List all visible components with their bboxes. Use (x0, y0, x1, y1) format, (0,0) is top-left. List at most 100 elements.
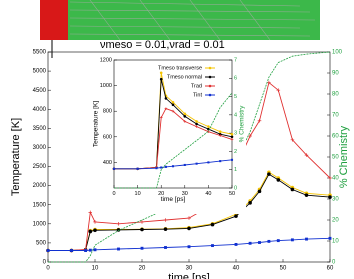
point (195, 125, 198, 128)
y-tick-label: 5000 (33, 69, 47, 75)
point (164, 107, 168, 110)
point (183, 120, 187, 123)
legend-marker (208, 75, 212, 79)
y-tick-label: 5500 (33, 50, 47, 56)
y2-tick-label: 100 (332, 50, 343, 56)
point (187, 216, 191, 220)
point (88, 248, 92, 252)
point (159, 116, 163, 119)
point (93, 248, 97, 252)
point (248, 134, 252, 138)
point (112, 167, 116, 170)
x-tick-label: 10 (135, 191, 141, 197)
series-line (48, 237, 331, 251)
point (230, 138, 234, 141)
point (70, 249, 73, 252)
point (210, 222, 215, 227)
point (267, 172, 271, 176)
point (230, 135, 234, 139)
point (207, 125, 210, 128)
point (207, 161, 210, 164)
point (116, 222, 121, 226)
point (195, 120, 198, 123)
y2-tick-label: 30 (332, 197, 339, 203)
x-tick-label: 20 (158, 191, 164, 197)
point (276, 88, 281, 92)
point (93, 228, 97, 233)
point (183, 112, 187, 116)
point (183, 163, 186, 166)
x-tick-label: 50 (280, 266, 287, 272)
point (328, 195, 332, 199)
snapshot-hot (40, 0, 68, 40)
point (234, 242, 238, 246)
y-axis-label: Temperature [K] (93, 101, 100, 147)
point (290, 138, 295, 142)
snapshot-lines (69, 0, 316, 41)
point (248, 241, 252, 245)
point (46, 249, 50, 252)
y2-tick-label: 20 (332, 218, 339, 224)
point (164, 97, 168, 100)
point (164, 165, 167, 168)
y-tick-label: 400 (103, 160, 112, 166)
legend-label: Tmeso transverse (158, 65, 202, 71)
y-tick-label: 2000 (33, 183, 47, 189)
point (163, 218, 168, 222)
point (117, 247, 120, 251)
y2-tick-label: 1 (234, 167, 237, 173)
point (159, 77, 163, 81)
legend-label: Tint (193, 92, 202, 98)
point (84, 249, 88, 252)
y-tick-label: 3500 (33, 126, 47, 132)
point (140, 227, 144, 232)
point (195, 122, 198, 126)
y2-tick-label: 4 (234, 112, 237, 118)
point (171, 165, 175, 168)
snapshot (40, 0, 320, 58)
y2-tick-label: 7 (234, 57, 237, 63)
y-tick-label: 4000 (33, 107, 47, 113)
x-tick-label: 40 (233, 266, 240, 272)
series-line (48, 173, 331, 251)
point (305, 237, 308, 241)
snapshot-bg (40, 0, 320, 40)
point (116, 228, 121, 232)
point (140, 220, 144, 224)
point (93, 220, 97, 224)
y2-tick-label: 90 (332, 71, 339, 77)
legend-label: Trad (191, 83, 202, 89)
y-tick-label: 600 (103, 134, 112, 140)
point (257, 118, 262, 123)
x-tick-label: 20 (139, 266, 146, 272)
point (183, 115, 187, 118)
point (290, 238, 294, 242)
point (163, 227, 168, 231)
point (211, 244, 214, 248)
y-tick-label: 3000 (33, 145, 47, 151)
y2-tick-label: 6 (234, 76, 237, 82)
y2-tick-label: 60 (332, 134, 339, 140)
y2-tick-label: 2 (234, 149, 237, 155)
point (230, 132, 234, 136)
legend-marker (208, 93, 212, 97)
x-tick-label: 60 (327, 266, 334, 272)
y2-tick-label: 50 (332, 155, 339, 161)
y-tick-label: 1000 (100, 83, 112, 89)
point (290, 187, 295, 192)
point (219, 160, 222, 163)
point (230, 158, 234, 161)
x-tick-label: 30 (186, 266, 193, 272)
point (88, 210, 93, 215)
y-tick-label: 1200 (100, 57, 112, 63)
x-tick-label: 40 (205, 191, 211, 197)
point (258, 241, 261, 244)
x-tick-label: 50 (229, 191, 235, 197)
annotation: νmeso = 0.01,νrad = 0.01 (100, 39, 225, 51)
x-axis-label: time [ps] (161, 196, 186, 203)
y-tick-label: 800 (103, 109, 112, 115)
y-axis-label: Temperature [K] (10, 118, 22, 196)
x-tick-label: 0 (46, 266, 50, 272)
